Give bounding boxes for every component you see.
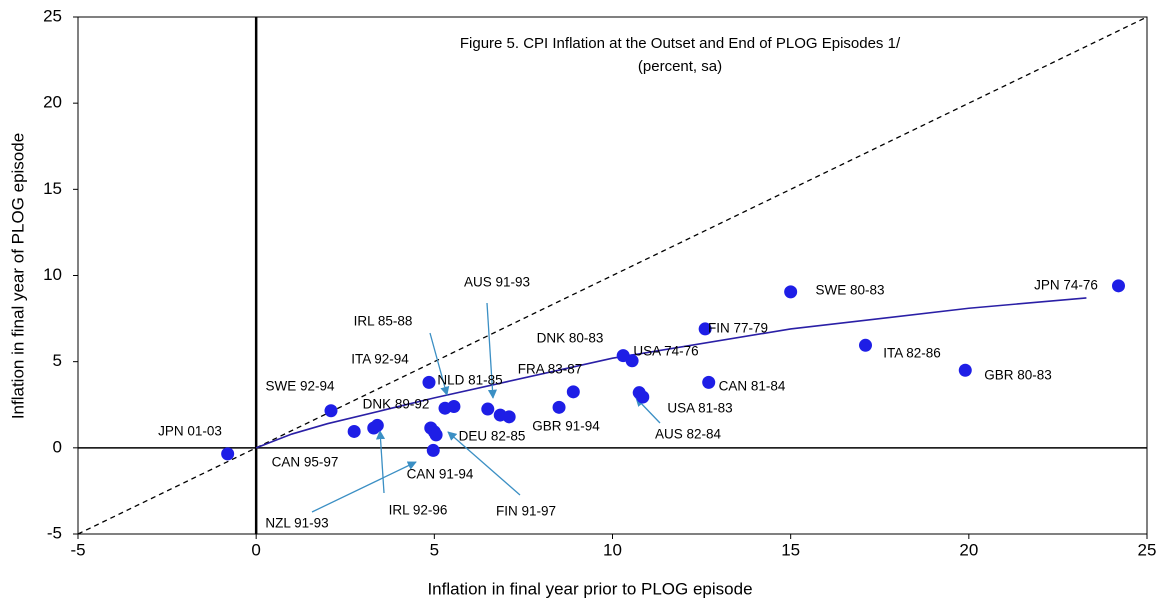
point — [367, 421, 381, 435]
point-label: FIN 77-79 — [708, 321, 768, 336]
point — [1111, 279, 1125, 293]
point-label: AUS 91-93 — [464, 275, 530, 290]
y-tick-label: 10 — [43, 265, 62, 284]
point — [698, 322, 712, 336]
point-label: SWE 92-94 — [265, 379, 335, 394]
point-label: FRA 83-87 — [518, 362, 583, 377]
point-label: JPN 74-76 — [1034, 278, 1098, 293]
point-label: USA 81-83 — [667, 401, 732, 416]
chart-title: Figure 5. CPI Inflation at the Outset an… — [460, 35, 901, 52]
annotation-arrow — [429, 332, 450, 396]
annotation-arrow — [486, 302, 498, 399]
point — [636, 390, 650, 404]
annotation-arrow — [311, 461, 417, 513]
point-label: JPN 01-03 — [158, 424, 222, 439]
x-tick-label: 10 — [603, 540, 622, 559]
y-axis-label: Inflation in final year of PLOG episode — [8, 133, 27, 419]
point — [422, 375, 436, 389]
point — [481, 402, 495, 416]
point-label: FIN 91-97 — [496, 504, 556, 519]
x-tick-label: -5 — [70, 540, 85, 559]
x-tick-label: 25 — [1138, 540, 1157, 559]
point — [566, 385, 580, 399]
x-tick-label: 20 — [959, 540, 978, 559]
y-tick-label: 25 — [43, 6, 62, 25]
point-label: NZL 91-93 — [265, 516, 328, 531]
y-tick-label: 0 — [53, 437, 62, 456]
point — [552, 400, 566, 414]
point-label: NLD 81-85 — [437, 373, 502, 388]
point — [784, 285, 798, 299]
y-tick-label: 15 — [43, 179, 62, 198]
point — [426, 443, 440, 457]
point-label: ITA 82-86 — [883, 346, 941, 361]
x-tick-label: 5 — [430, 540, 439, 559]
point-label: IRL 92-96 — [389, 503, 448, 518]
point-label: DNK 89-92 — [363, 397, 430, 412]
point-label: CAN 81-84 — [719, 379, 786, 394]
point-label: ITA 92-94 — [351, 352, 409, 367]
x-tick-label: 15 — [781, 540, 800, 559]
point-label: GBR 91-94 — [532, 419, 600, 434]
trend-line — [255, 297, 1087, 449]
y-tick-label: 5 — [53, 351, 62, 370]
point-label: DNK 80-83 — [537, 331, 604, 346]
reference-line — [77, 16, 1148, 535]
point — [858, 338, 872, 352]
x-tick-label: 0 — [251, 540, 260, 559]
point — [502, 410, 516, 424]
annotation-arrow — [375, 430, 386, 494]
point-label: CAN 91-94 — [407, 467, 474, 482]
point-label: GBR 80-83 — [984, 368, 1052, 383]
chart-subtitle: (percent, sa) — [638, 58, 722, 75]
point — [702, 375, 716, 389]
point — [221, 447, 235, 461]
y-tick-label: 20 — [43, 93, 62, 112]
point-label: CAN 95-97 — [272, 455, 339, 470]
point-label: IRL 85-88 — [354, 314, 413, 329]
point — [958, 363, 972, 377]
x-axis-label: Inflation in final year prior to PLOG ep… — [427, 579, 752, 598]
point — [347, 424, 361, 438]
point-label: DEU 82-85 — [459, 429, 526, 444]
point — [447, 399, 461, 413]
point — [429, 428, 443, 442]
point — [324, 404, 338, 418]
annotation-arrow — [447, 431, 521, 496]
point-label: AUS 82-84 — [655, 427, 722, 442]
point-label: USA 74-76 — [633, 344, 698, 359]
point — [625, 354, 639, 368]
point-label: SWE 80-83 — [815, 283, 884, 298]
y-tick-label: -5 — [47, 523, 62, 542]
